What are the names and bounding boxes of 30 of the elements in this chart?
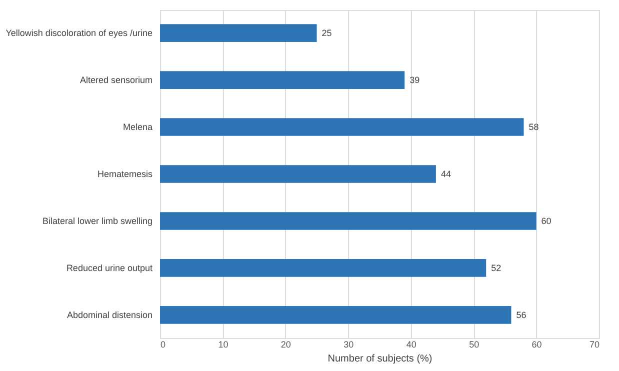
y-tick-label: Bilateral lower limb swelling [42, 216, 152, 226]
bar [160, 24, 317, 42]
bar [160, 71, 405, 89]
data-label: 56 [516, 310, 526, 320]
bar [160, 165, 436, 183]
x-tick-label: 0 [160, 340, 166, 350]
y-tick-label: Melena [122, 122, 152, 132]
x-tick-label: 60 [532, 340, 542, 350]
y-tick-label: Altered sensorium [80, 75, 152, 86]
data-label: 60 [541, 216, 552, 226]
bar [160, 118, 524, 136]
x-axis-title: Number of subjects (%) [328, 354, 432, 364]
x-tick-label: 50 [469, 340, 480, 350]
x-tick-label: 40 [406, 340, 416, 350]
x-tick-label: 20 [280, 340, 291, 350]
y-tick-label: Reduced urine output [66, 262, 153, 273]
y-tick-label: Abdominal distension [66, 310, 152, 320]
data-label: 58 [528, 122, 539, 132]
x-tick-label: 30 [344, 340, 354, 350]
y-tick-label: Hematemesis [97, 169, 153, 179]
x-tick-label: 70 [589, 340, 600, 350]
data-label: 39 [410, 75, 420, 86]
bar [160, 259, 486, 277]
bar [160, 212, 536, 230]
y-tick-label: Yellowish discoloration of eyes /urine [6, 28, 152, 38]
bar [160, 306, 512, 324]
data-label: 44 [440, 169, 451, 179]
x-tick-label: 10 [218, 340, 228, 350]
data-label: 25 [322, 28, 332, 38]
data-label: 52 [491, 262, 502, 273]
